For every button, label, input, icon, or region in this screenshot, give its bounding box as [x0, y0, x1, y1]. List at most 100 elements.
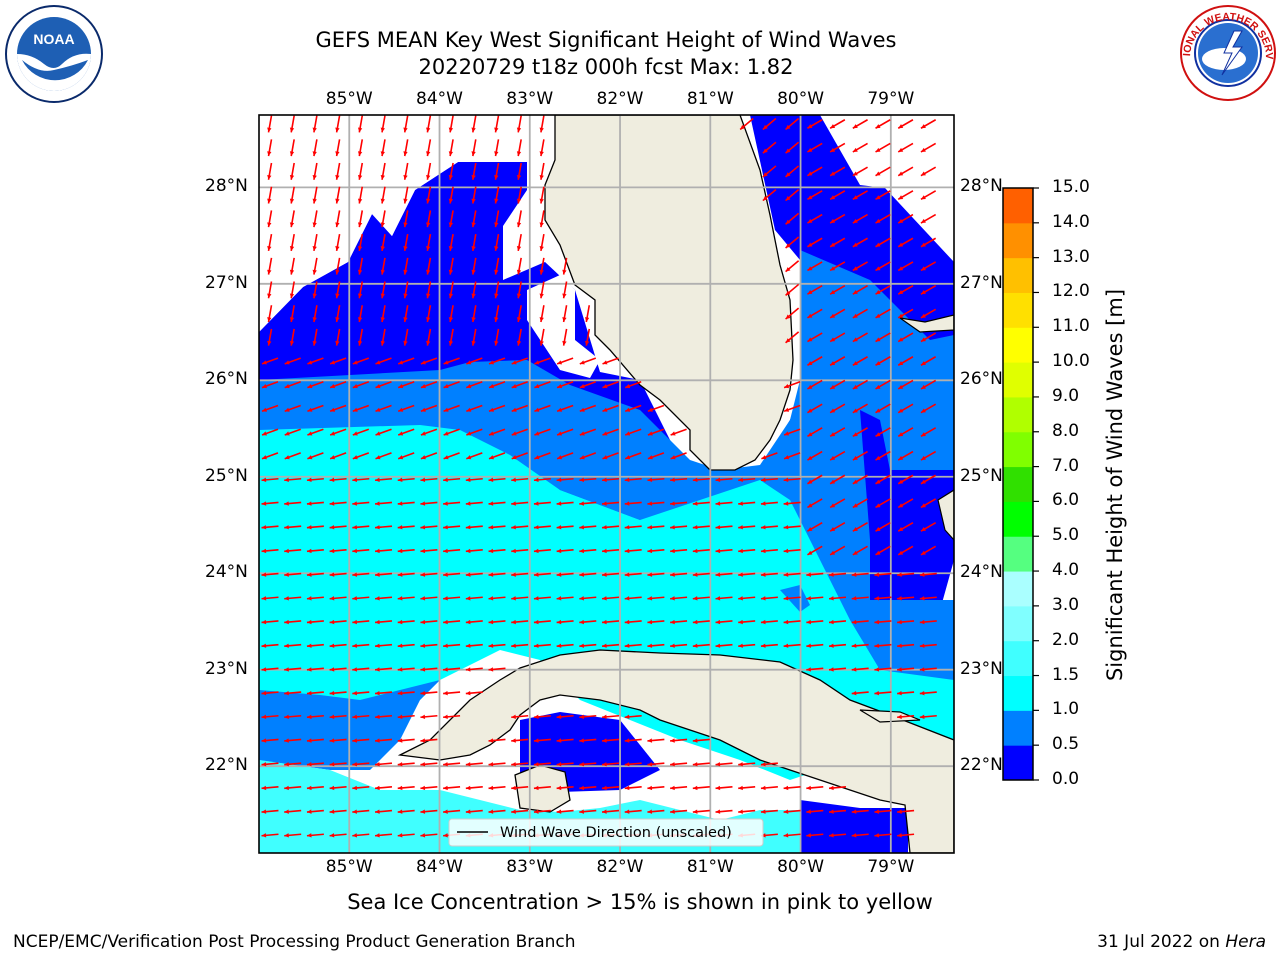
wave-arrow-head [306, 477, 312, 483]
wave-arrow-head [602, 619, 607, 625]
wave-arrow-head [443, 809, 448, 814]
wave-arrow-head [420, 501, 426, 506]
wave-arrow-head [852, 218, 858, 224]
wave-arrow-head [516, 174, 522, 180]
wave-arrow-head [516, 127, 522, 133]
wave-arrow-head [466, 455, 472, 460]
wave-arrow-head [898, 550, 904, 555]
wave-arrow-head [284, 643, 289, 648]
wave-arrow-head [920, 313, 926, 318]
wave-arrow-head [806, 643, 812, 648]
wave-arrow-head [807, 384, 813, 389]
svg-text:NOAA: NOAA [33, 31, 74, 47]
wave-arrow-head [830, 337, 836, 342]
wave-arrow-head [562, 269, 567, 275]
wave-arrow-head [670, 762, 675, 767]
wave-arrow-head [494, 151, 499, 157]
wave-arrow-head [420, 619, 426, 625]
wave-arrow-head [352, 596, 358, 601]
host-name: Hera [1225, 932, 1266, 952]
wave-arrow-head [398, 360, 404, 365]
wave-arrow-head [783, 501, 789, 506]
wave-arrow-head [262, 407, 267, 412]
wave-arrow-head [830, 503, 836, 508]
wave-arrow-head [335, 293, 340, 299]
wave-arrow-head [306, 572, 312, 577]
wave-arrow-head [920, 337, 926, 342]
wave-arrow-head [448, 198, 454, 204]
wave-arrow-head [420, 360, 426, 365]
wave-arrow-head [670, 572, 675, 577]
wave-arrow-head [829, 572, 834, 577]
lat-tick-label: 26°N [960, 369, 1003, 390]
wave-arrow-head [289, 317, 295, 322]
colorbar-segment [1003, 640, 1033, 677]
wave-arrow-head [284, 690, 289, 696]
wave-arrow-head [919, 667, 925, 672]
wave-arrow-head [284, 572, 289, 577]
wave-arrow-head [852, 479, 858, 484]
lat-tick-label: 23°N [205, 658, 248, 679]
wave-arrow-head [284, 762, 289, 767]
wave-arrow-head [352, 690, 358, 696]
wave-arrow-head [380, 269, 385, 275]
wave-arrow-head [602, 525, 607, 530]
wave-arrow-head [898, 337, 904, 342]
wave-arrow-head [284, 360, 290, 365]
wave-arrow-head [375, 455, 381, 460]
wave-arrow-head [352, 714, 358, 720]
wave-arrow-head [920, 550, 926, 555]
wave-arrow-head [851, 596, 857, 601]
colorbar-segment [1003, 362, 1033, 398]
wave-arrow-head [426, 293, 431, 299]
wave-arrow-head [785, 267, 791, 272]
lat-tick-label: 24°N [205, 562, 248, 583]
wave-arrow-head [329, 501, 335, 506]
wave-arrow-head [329, 643, 335, 648]
wave-arrow-head [852, 147, 858, 152]
map-layers [259, 115, 954, 853]
wave-arrow-head [375, 833, 380, 838]
wave-arrow-head [539, 269, 544, 275]
colorbar-segment [1003, 327, 1033, 363]
wave-arrow-head [420, 690, 426, 696]
wave-arrow-head [556, 714, 562, 720]
wave-arrow-head [539, 317, 544, 322]
wave-arrow-head [920, 479, 926, 484]
wave-arrow-head [284, 477, 289, 483]
wave-arrow-head [471, 222, 476, 228]
wave-arrow-head [874, 619, 880, 625]
wave-arrow-head [783, 477, 789, 483]
wave-arrow-head [579, 455, 585, 460]
wave-arrow-head [516, 222, 522, 228]
wave-arrow-head [715, 809, 721, 814]
wave-arrow-head [579, 738, 585, 743]
wave-arrow-head [426, 222, 431, 228]
wave-arrow-head [471, 269, 476, 275]
wave-arrow-head [785, 148, 791, 154]
wave-arrow-head [783, 548, 789, 554]
wave-arrow-head [738, 596, 743, 601]
wave-arrow-head [420, 384, 426, 389]
wave-arrow-head [829, 809, 834, 814]
wave-arrow-head [830, 195, 836, 200]
wave-arrow-head [489, 455, 494, 460]
wave-arrow-head [329, 667, 335, 672]
colorbar-tick-label: 6.0 [1052, 490, 1080, 511]
wave-arrow-head [488, 809, 494, 814]
wave-arrow-head [715, 619, 721, 625]
wave-arrow-head [783, 572, 789, 577]
wave-arrow-head [306, 501, 312, 506]
colorbar-tick-label: 12.0 [1052, 281, 1090, 302]
wave-arrow-head [397, 477, 403, 483]
wave-arrow-head [443, 667, 448, 672]
colorbar-tick-label: 1.5 [1052, 664, 1080, 685]
wave-arrow-head [557, 360, 563, 365]
wave-arrow-head [306, 833, 312, 838]
wave-arrow-head [533, 501, 539, 506]
wave-arrow-head [443, 477, 448, 483]
wave-arrow-head [267, 127, 272, 133]
wave-arrow-head [426, 127, 431, 133]
wave-arrow-head [471, 127, 476, 133]
wave-arrow-head [335, 246, 340, 251]
